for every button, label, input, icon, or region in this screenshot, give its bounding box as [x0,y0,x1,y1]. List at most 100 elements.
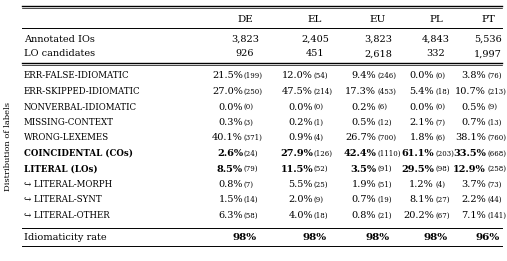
Text: 42.4%: 42.4% [343,149,376,158]
Text: 8.1%: 8.1% [409,195,434,205]
Text: (54): (54) [314,72,329,80]
Text: (258): (258) [487,165,506,173]
Text: (7): (7) [435,118,445,127]
Text: 0.2%: 0.2% [351,103,376,111]
Text: EL: EL [308,15,322,25]
Text: WRONG-LEXEMES: WRONG-LEXEMES [24,133,109,143]
Text: 1.9%: 1.9% [351,180,376,189]
Text: (79): (79) [244,165,259,173]
Text: (371): (371) [244,134,263,142]
Text: EU: EU [370,15,386,25]
Text: 0.0%: 0.0% [219,103,243,111]
Text: 7.1%: 7.1% [461,211,486,220]
Text: MISSING-CONTEXT: MISSING-CONTEXT [24,118,114,127]
Text: 20.2%: 20.2% [403,211,434,220]
Text: DE: DE [237,15,253,25]
Text: 98%: 98% [424,233,448,241]
Text: (250): (250) [244,87,263,96]
Text: (9): (9) [314,196,324,204]
Text: PT: PT [481,15,495,25]
Text: (453): (453) [377,87,396,96]
Text: (6): (6) [435,134,445,142]
Text: 11.5%: 11.5% [280,164,313,174]
Text: 3,823: 3,823 [231,34,259,44]
Text: 98%: 98% [303,233,327,241]
Text: 6.3%: 6.3% [219,211,243,220]
Text: ↪ LITERAL-SYNT: ↪ LITERAL-SYNT [24,195,102,205]
Text: 5.5%: 5.5% [288,180,313,189]
Text: (214): (214) [314,87,333,96]
Text: ERR-SKIPPED-IDIOMATIC: ERR-SKIPPED-IDIOMATIC [24,87,140,96]
Text: 5,536: 5,536 [474,34,502,44]
Text: 2.1%: 2.1% [409,118,434,127]
Text: 21.5%: 21.5% [212,72,243,80]
Text: (44): (44) [487,196,501,204]
Text: 3.8%: 3.8% [461,72,486,80]
Text: (760): (760) [487,134,506,142]
Text: 2.2%: 2.2% [461,195,486,205]
Text: 1.8%: 1.8% [409,133,434,143]
Text: 0.8%: 0.8% [351,211,376,220]
Text: 27.0%: 27.0% [212,87,243,96]
Text: 17.3%: 17.3% [345,87,376,96]
Text: 0.2%: 0.2% [288,118,313,127]
Text: 27.9%: 27.9% [280,149,313,158]
Text: 0.5%: 0.5% [351,118,376,127]
Text: (700): (700) [377,134,396,142]
Text: (1110): (1110) [377,150,401,157]
Text: (98): (98) [435,165,450,173]
Text: 12.0%: 12.0% [282,72,313,80]
Text: (18): (18) [435,87,450,96]
Text: (199): (199) [244,72,263,80]
Text: 8.5%: 8.5% [217,164,243,174]
Text: 0.7%: 0.7% [351,195,376,205]
Text: 61.1%: 61.1% [402,149,434,158]
Text: 0.3%: 0.3% [219,118,243,127]
Text: 29.5%: 29.5% [401,164,434,174]
Text: 926: 926 [236,50,254,58]
Text: (25): (25) [314,181,329,188]
Text: (668): (668) [487,150,506,157]
Text: (14): (14) [244,196,259,204]
Text: 1,997: 1,997 [474,50,502,58]
Text: 0.8%: 0.8% [219,180,243,189]
Text: 0.7%: 0.7% [461,118,486,127]
Text: 2,405: 2,405 [301,34,329,44]
Text: (0): (0) [435,103,445,111]
Text: ↪ LITERAL-OTHER: ↪ LITERAL-OTHER [24,211,110,220]
Text: (24): (24) [244,150,259,157]
Text: (213): (213) [487,87,506,96]
Text: 0.0%: 0.0% [288,103,313,111]
Text: LITERAL (LOs): LITERAL (LOs) [24,164,98,174]
Text: (73): (73) [487,181,501,188]
Text: 2,618: 2,618 [364,50,392,58]
Text: 4.0%: 4.0% [288,211,313,220]
Text: 98%: 98% [366,233,390,241]
Text: (67): (67) [435,211,450,220]
Text: 9.4%: 9.4% [351,72,376,80]
Text: 10.7%: 10.7% [455,87,486,96]
Text: 0.0%: 0.0% [410,103,434,111]
Text: (21): (21) [377,211,391,220]
Text: (203): (203) [435,150,454,157]
Text: 98%: 98% [233,233,257,241]
Text: 451: 451 [306,50,324,58]
Text: 2.0%: 2.0% [288,195,313,205]
Text: Distribution of labels: Distribution of labels [4,102,12,191]
Text: (4): (4) [435,181,445,188]
Text: (7): (7) [244,181,254,188]
Text: 47.5%: 47.5% [282,87,313,96]
Text: (12): (12) [377,118,391,127]
Text: ERR-FALSE-IDIOMATIC: ERR-FALSE-IDIOMATIC [24,72,130,80]
Text: 5.4%: 5.4% [409,87,434,96]
Text: 38.1%: 38.1% [455,133,486,143]
Text: 12.9%: 12.9% [453,164,486,174]
Text: 3.5%: 3.5% [350,164,376,174]
Text: (0): (0) [244,103,254,111]
Text: (76): (76) [487,72,501,80]
Text: 3.7%: 3.7% [461,180,486,189]
Text: COINCIDENTAL (COs): COINCIDENTAL (COs) [24,149,133,158]
Text: (4): (4) [314,134,324,142]
Text: (0): (0) [314,103,324,111]
Text: (13): (13) [487,118,501,127]
